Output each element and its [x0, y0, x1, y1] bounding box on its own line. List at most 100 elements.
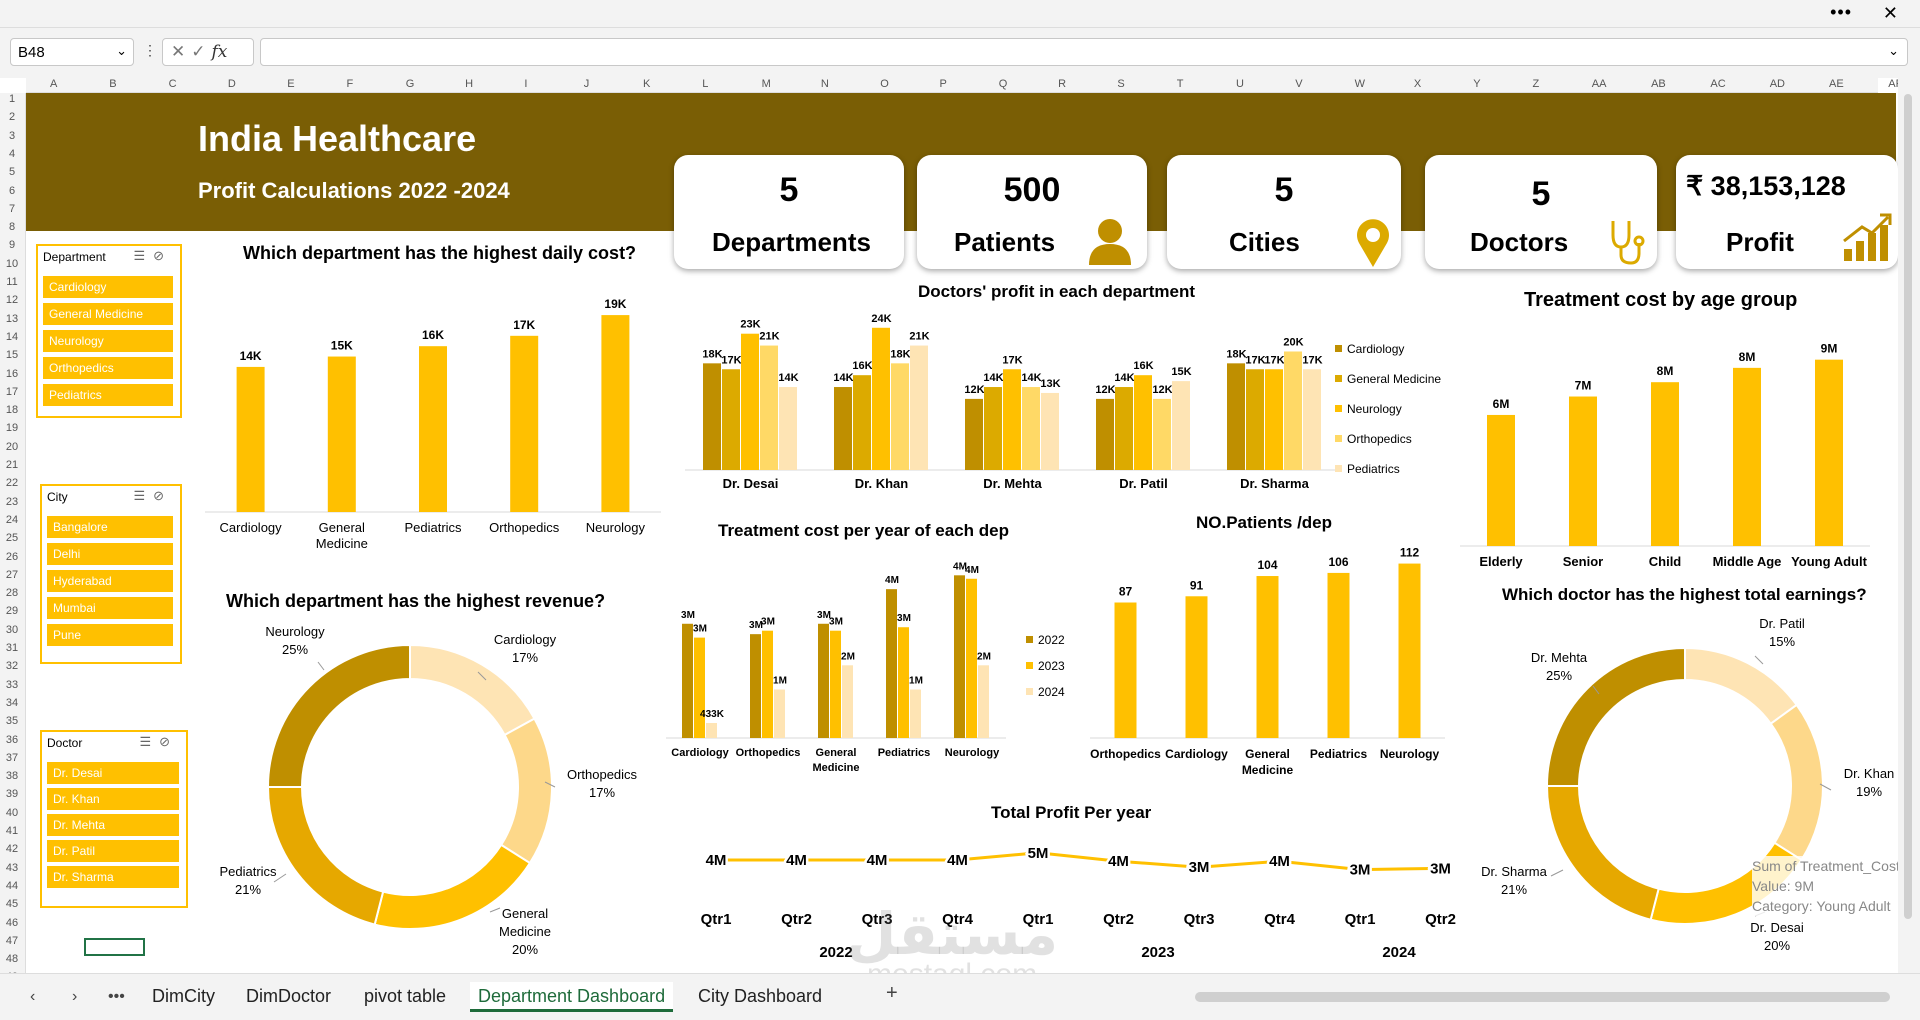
legend-swatch[interactable] [1335, 435, 1342, 442]
bar-orthopedics[interactable] [1022, 387, 1040, 470]
row-header[interactable]: 8 [8, 221, 16, 234]
tab-department-dashboard[interactable]: Department Dashboard [470, 982, 674, 1012]
leader-line[interactable] [1819, 783, 1832, 791]
row-header[interactable]: 3 [8, 129, 16, 142]
row-header[interactable]: 40 [5, 806, 19, 819]
expand-formula-icon[interactable]: ⌄ [1888, 43, 1899, 58]
row-header[interactable]: 41 [5, 825, 19, 837]
row-header[interactable]: 20 [5, 440, 19, 453]
series-line[interactable] [716, 851, 1441, 872]
slicer-tools-icons[interactable]: ☰⊘ [139, 734, 178, 749]
row-header[interactable]: 43 [5, 861, 19, 874]
legend-swatch[interactable] [1335, 345, 1342, 352]
row-header[interactable]: 19 [5, 422, 19, 435]
column-header[interactable]: AB [1651, 78, 1666, 90]
bar-general-medicine[interactable] [1115, 387, 1133, 470]
leader-line[interactable] [1592, 685, 1600, 695]
column-header[interactable]: X [1413, 78, 1422, 90]
column-header[interactable]: B [109, 78, 117, 90]
kpi-card-departments[interactable]: 5 Departments [674, 155, 904, 269]
slicer-item-mumbai[interactable]: Mumbai [47, 597, 173, 619]
bar-general-medicine[interactable] [853, 375, 871, 470]
column-header[interactable]: AC [1710, 78, 1726, 90]
bar-cardiology[interactable] [834, 387, 852, 470]
bar-pediatrics[interactable] [779, 387, 797, 470]
bar[interactable] [1398, 563, 1421, 738]
tab-city-dashboard[interactable]: City Dashboard [698, 986, 823, 1006]
slicer-tools-icons[interactable]: ☰⊘ [133, 248, 172, 263]
slicer-item-delhi[interactable]: Delhi [47, 543, 173, 565]
column-header[interactable]: F [346, 78, 354, 90]
tab-dimcity[interactable]: DimCity [152, 986, 215, 1006]
slicer-item-neurology[interactable]: Neurology [43, 330, 173, 352]
bar[interactable] [236, 366, 265, 512]
leader-line[interactable] [544, 781, 556, 788]
bar-2023[interactable] [694, 637, 705, 738]
row-header[interactable]: 30 [5, 623, 19, 636]
row-header[interactable]: 44 [5, 879, 19, 892]
column-header[interactable]: K [643, 78, 651, 90]
bar[interactable] [1114, 602, 1137, 738]
function-icon[interactable]: fx [211, 42, 228, 62]
bar-2024[interactable] [774, 689, 785, 738]
column-header[interactable]: H [465, 78, 474, 90]
column-header[interactable]: T [1176, 78, 1184, 90]
slicer-tools-icons[interactable]: ☰⊘ [133, 488, 172, 503]
row-header[interactable]: 17 [5, 385, 19, 398]
leader-line[interactable] [489, 907, 501, 913]
row-header[interactable]: 38 [5, 770, 19, 783]
bar[interactable] [419, 346, 447, 512]
name-box[interactable]: B48 ⌄ [10, 38, 134, 66]
row-header[interactable]: 28 [5, 587, 19, 600]
row-header[interactable]: 7 [8, 202, 16, 215]
bar-orthopedics[interactable] [891, 363, 909, 470]
pie-slice[interactable] [1684, 646, 1799, 726]
column-header[interactable]: U [1236, 78, 1244, 90]
row-header[interactable]: 23 [5, 495, 19, 508]
leader-line[interactable] [317, 661, 325, 671]
bar-2023[interactable] [830, 630, 841, 738]
row-header[interactable]: 48 [5, 953, 19, 966]
legend-swatch[interactable] [1335, 375, 1342, 382]
bar-orthopedics[interactable] [1153, 398, 1171, 470]
row-header[interactable]: 45 [5, 898, 19, 911]
pie-slice[interactable] [266, 786, 385, 926]
leader-line[interactable] [1754, 655, 1764, 665]
bar-2024[interactable] [706, 723, 717, 738]
bar-2023[interactable] [898, 627, 909, 738]
row-header[interactable]: 33 [5, 678, 19, 691]
column-header[interactable]: V [1295, 78, 1303, 90]
pie-slice[interactable] [1545, 785, 1660, 921]
slicer-item-pediatrics[interactable]: Pediatrics [43, 384, 173, 406]
bar-pediatrics[interactable] [1041, 392, 1059, 470]
leader-line[interactable] [1550, 869, 1564, 877]
scroll-thumb[interactable] [1904, 94, 1912, 919]
column-header[interactable]: E [287, 78, 295, 90]
pie-slice[interactable] [266, 643, 411, 788]
column-header[interactable]: Q [998, 78, 1008, 90]
prev-sheet-icon[interactable]: ‹ [30, 988, 36, 1005]
pie-slice[interactable] [499, 717, 553, 865]
bar[interactable] [1815, 359, 1843, 546]
more-options-icon[interactable]: ••• [1830, 2, 1852, 22]
bar[interactable] [1569, 396, 1597, 546]
row-header[interactable]: 10 [5, 257, 19, 270]
kpi-card-profit[interactable]: ₹ 38,153,128 Profit [1676, 155, 1898, 269]
bar-general-medicine[interactable] [984, 387, 1002, 470]
column-header[interactable]: W [1354, 78, 1365, 90]
slicer-item-dr-khan[interactable]: Dr. Khan [47, 788, 179, 810]
bar-neurology[interactable] [1265, 369, 1283, 470]
row-header[interactable]: 16 [5, 367, 19, 380]
column-header[interactable]: I [524, 78, 528, 90]
formula-input[interactable]: ⌄ [260, 38, 1908, 66]
enter-icon[interactable]: ✓ [191, 42, 212, 61]
row-header[interactable]: 6 [8, 184, 16, 197]
row-header[interactable]: 18 [5, 404, 19, 417]
row-header[interactable]: 29 [5, 605, 19, 618]
horizontal-scrollbar[interactable] [1195, 992, 1890, 1002]
legend-swatch[interactable] [1335, 405, 1342, 412]
row-header[interactable]: 37 [5, 751, 19, 764]
chart-total-profit[interactable]: 4M Qtr1 4M Qtr2 4M Qtr3 4M Qtr4 5M Qtr1 4M Qtr2 3M Qt… [676, 826, 1476, 966]
column-header[interactable]: G [405, 78, 415, 90]
bar-2023[interactable] [762, 630, 773, 738]
